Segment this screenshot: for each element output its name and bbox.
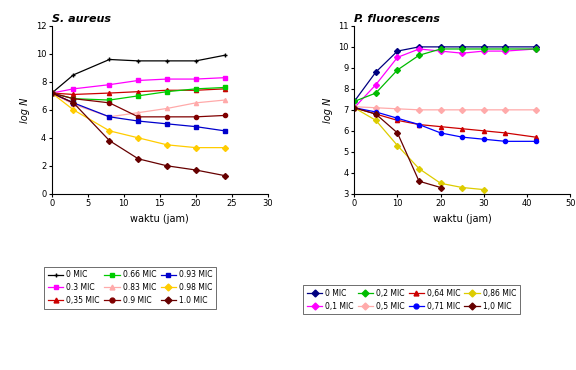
Y-axis label: log N: log N xyxy=(323,97,332,122)
Y-axis label: log N: log N xyxy=(20,97,30,122)
Text: P. fluorescens: P. fluorescens xyxy=(354,14,440,24)
X-axis label: waktu (jam): waktu (jam) xyxy=(131,214,189,224)
X-axis label: waktu (jam): waktu (jam) xyxy=(433,214,491,224)
Legend: 0 MIC, 0.3 MIC, 0,35 MIC, 0.66 MIC, 0.83 MIC, 0.9 MIC, 0.93 MIC, 0.98 MIC, 1.0 M: 0 MIC, 0.3 MIC, 0,35 MIC, 0.66 MIC, 0.83… xyxy=(44,266,217,309)
Text: S. aureus: S. aureus xyxy=(52,14,111,24)
Legend: 0 MIC, 0,1 MIC, 0,2 MIC, 0,5 MIC, 0,64 MIC, 0,71 MIC, 0,86 MIC, 1,0 MIC: 0 MIC, 0,1 MIC, 0,2 MIC, 0,5 MIC, 0,64 M… xyxy=(304,285,520,314)
